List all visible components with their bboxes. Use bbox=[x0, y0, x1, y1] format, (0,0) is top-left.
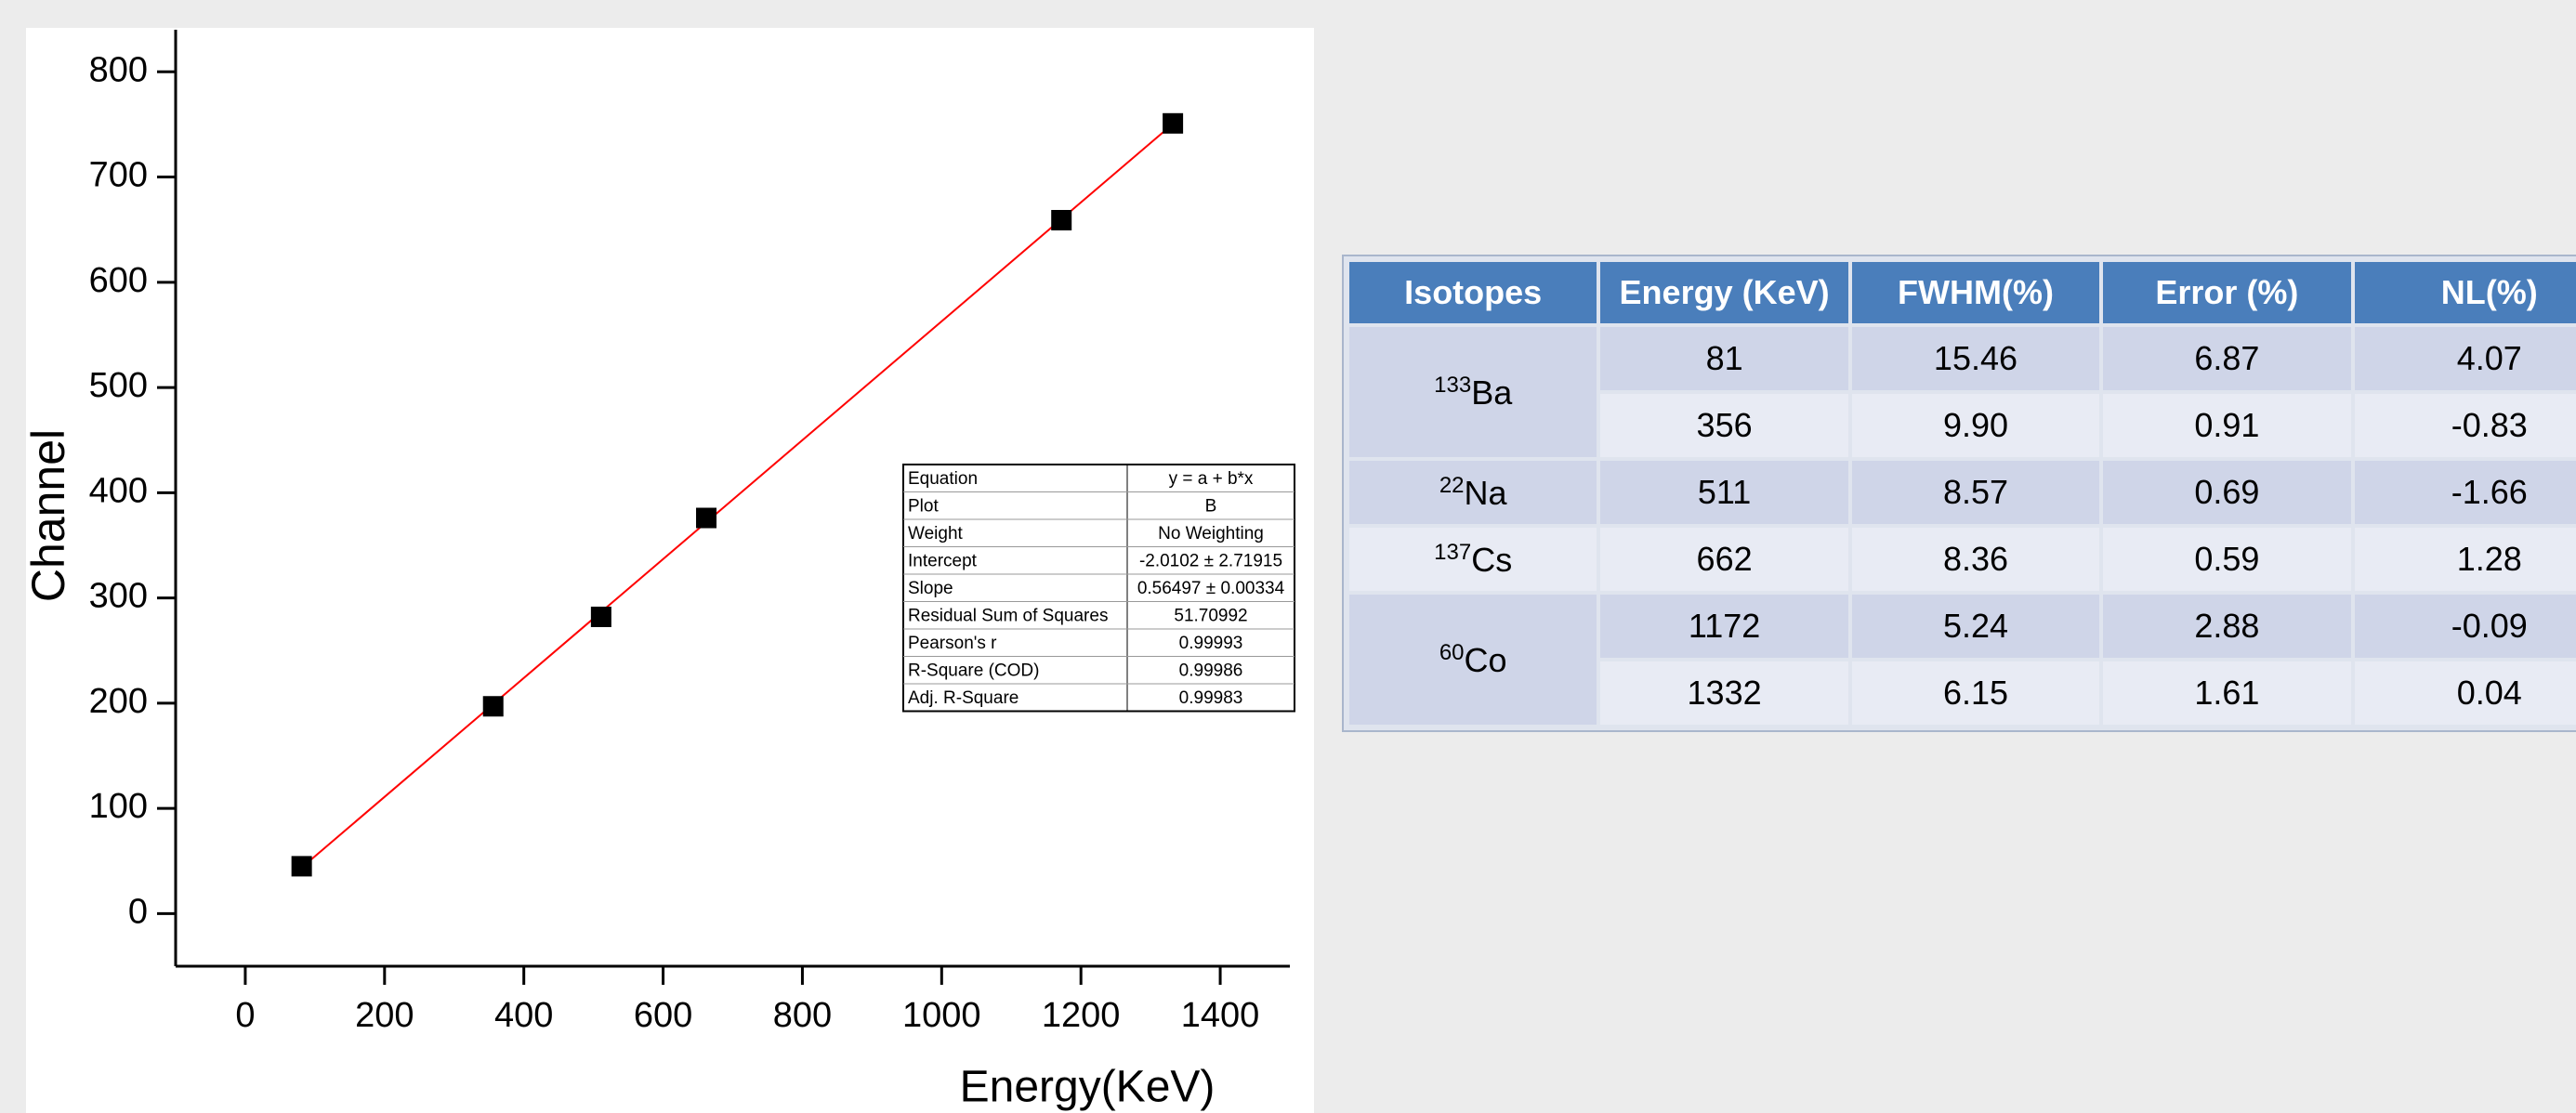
header-cell: FWHM(%) bbox=[1851, 262, 2100, 323]
y-tick-label: 600 bbox=[89, 261, 148, 300]
table-row: 137Cs 662 8.36 0.59 1.28 bbox=[1349, 528, 2576, 591]
table-cell: 1.61 bbox=[2103, 661, 2351, 725]
y-tick-label: 100 bbox=[89, 787, 148, 826]
table-cell: 5.24 bbox=[1851, 595, 2100, 658]
isotope-cell: 60Co bbox=[1349, 595, 1597, 725]
element-symbol: Cs bbox=[1471, 540, 1513, 579]
fit-stats-key: R-Square (COD) bbox=[908, 661, 1039, 680]
x-tick-label: 0 bbox=[235, 996, 255, 1035]
isotope-cell: 133Ba bbox=[1349, 327, 1597, 457]
fit-stats-key: Equation bbox=[908, 469, 978, 489]
fit-line bbox=[300, 123, 1174, 869]
fit-stats-key: Residual Sum of Squares bbox=[908, 606, 1108, 625]
table-cell: 8.57 bbox=[1851, 461, 2100, 524]
fit-stats-value: No Weighting bbox=[1158, 524, 1264, 543]
fit-stats-key: Slope bbox=[908, 579, 953, 598]
table-cell: 511 bbox=[1600, 461, 1848, 524]
x-axis-title: Energy(KeV) bbox=[960, 1063, 1216, 1112]
fit-stats-key: Intercept bbox=[908, 551, 978, 570]
table-row: 1332 6.15 1.61 0.04 bbox=[1349, 661, 2576, 725]
x-tick-label: 200 bbox=[355, 996, 414, 1035]
y-tick-label: 700 bbox=[89, 156, 148, 195]
table-row: 133Ba 81 15.46 6.87 4.07 bbox=[1349, 327, 2576, 457]
header-cell: Isotopes bbox=[1349, 262, 1597, 323]
table-cell: -1.66 bbox=[2354, 461, 2576, 524]
table-cell: -0.09 bbox=[2354, 595, 2576, 658]
y-tick-label: 500 bbox=[89, 366, 148, 405]
mass-number: 133 bbox=[1434, 372, 1472, 398]
x-tick-label: 400 bbox=[494, 996, 553, 1035]
table-cell: 6.87 bbox=[2103, 327, 2351, 390]
table-cell: 2.88 bbox=[2103, 595, 2351, 658]
table-row: 60Co 1172 5.24 2.88 -0.09 bbox=[1349, 595, 2576, 725]
table-cell: 81 bbox=[1600, 327, 1848, 390]
table-cell: 6.15 bbox=[1851, 661, 2100, 725]
table-cell: 1332 bbox=[1600, 661, 1848, 725]
fit-stats-key: Adj. R-Square bbox=[908, 688, 1019, 708]
fit-stats-value: -2.0102 ± 2.71915 bbox=[1139, 551, 1282, 570]
x-tick-label: 1000 bbox=[902, 996, 981, 1035]
table-cell: 8.36 bbox=[1851, 528, 2100, 591]
x-tick-label: 1200 bbox=[1042, 996, 1121, 1035]
y-tick-label: 0 bbox=[128, 892, 148, 931]
fit-stats-key: Weight bbox=[908, 524, 964, 543]
fit-stats-value: 0.99983 bbox=[1179, 688, 1243, 708]
table-row: 22Na 511 8.57 0.69 -1.66 bbox=[1349, 461, 2576, 524]
element-symbol: Na bbox=[1464, 473, 1507, 512]
table-cell: 9.90 bbox=[1851, 394, 2100, 457]
data-point bbox=[482, 696, 504, 717]
fit-stats-value: B bbox=[1205, 496, 1217, 516]
table-cell: 662 bbox=[1600, 528, 1848, 591]
table-cell: 0.91 bbox=[2103, 394, 2351, 457]
table-row: 356 9.90 0.91 -0.83 bbox=[1349, 394, 2576, 457]
fit-stats-key: Plot bbox=[908, 496, 939, 516]
fit-stats-value: y = a + b*x bbox=[1169, 469, 1254, 489]
mass-number: 22 bbox=[1439, 472, 1465, 498]
y-tick-label: 400 bbox=[89, 471, 148, 510]
table-cell: -0.83 bbox=[2354, 394, 2576, 457]
table-cell: 1172 bbox=[1600, 595, 1848, 658]
data-point bbox=[1051, 209, 1072, 230]
mass-number: 137 bbox=[1434, 539, 1472, 565]
header-cell: Error (%) bbox=[2103, 262, 2351, 323]
x-tick-label: 800 bbox=[773, 996, 832, 1035]
x-tick-label: 1400 bbox=[1181, 996, 1260, 1035]
table-cell: 0.04 bbox=[2354, 661, 2576, 725]
fit-stats-value: 0.99986 bbox=[1179, 661, 1243, 680]
data-point bbox=[291, 856, 312, 877]
fit-stats-value: 0.56497 ± 0.00334 bbox=[1137, 579, 1285, 598]
data-point bbox=[696, 507, 717, 529]
fit-stats-value: 0.99993 bbox=[1179, 634, 1243, 653]
isotope-cell: 137Cs bbox=[1349, 528, 1597, 591]
element-symbol: Ba bbox=[1471, 373, 1513, 412]
results-table: Isotopes Energy (KeV) FWHM(%) Error (%) NL(%… bbox=[1342, 255, 2576, 732]
table: Isotopes Energy (KeV) FWHM(%) Error (%) NL(%… bbox=[1346, 258, 2576, 728]
y-tick-label: 300 bbox=[89, 577, 148, 616]
table-cell: 15.46 bbox=[1851, 327, 2100, 390]
table-cell: 1.28 bbox=[2354, 528, 2576, 591]
fit-stats-frame bbox=[902, 464, 1295, 713]
y-axis-title: Channel bbox=[22, 429, 74, 602]
y-tick-label: 800 bbox=[89, 50, 148, 89]
header-row: Isotopes Energy (KeV) FWHM(%) Error (%) NL(%… bbox=[1349, 262, 2576, 323]
table-cell: 0.59 bbox=[2103, 528, 2351, 591]
data-point bbox=[1163, 112, 1184, 134]
fit-stats-key: Pearson's r bbox=[908, 634, 997, 653]
mass-number: 60 bbox=[1439, 639, 1465, 665]
table-cell: 356 bbox=[1600, 394, 1848, 457]
fit-stats-box: Equation y = a + b*x Plot B Weight No Weighti… bbox=[902, 464, 1295, 713]
y-tick-label: 200 bbox=[89, 682, 148, 721]
header-cell: NL(%) bbox=[2354, 262, 2576, 323]
isotope-cell: 22Na bbox=[1349, 461, 1597, 524]
table-cell: 4.07 bbox=[2354, 327, 2576, 390]
data-point bbox=[590, 606, 611, 627]
header-cell: Energy (KeV) bbox=[1600, 262, 1848, 323]
x-tick-label: 600 bbox=[634, 996, 692, 1035]
table-cell: 0.69 bbox=[2103, 461, 2351, 524]
element-symbol: Co bbox=[1464, 640, 1507, 679]
fit-stats-value: 51.70992 bbox=[1174, 606, 1247, 625]
